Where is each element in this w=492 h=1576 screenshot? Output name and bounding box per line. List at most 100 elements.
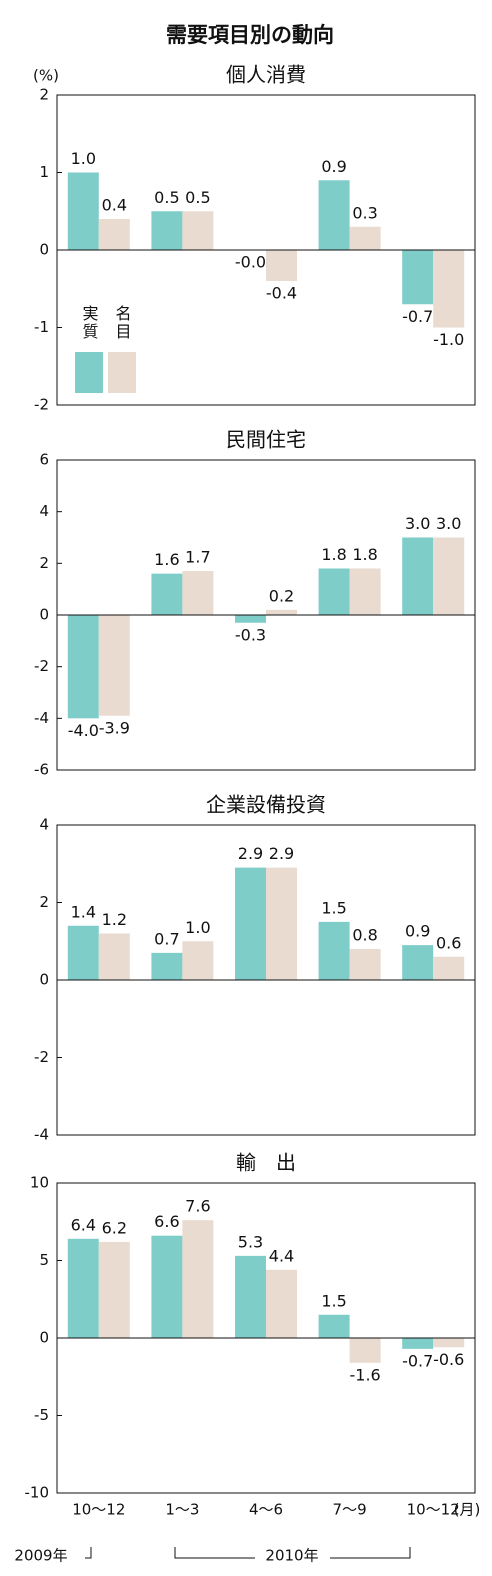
y-tick-label: 6 <box>39 451 49 469</box>
bar <box>98 615 130 716</box>
bar <box>433 1338 465 1348</box>
value-label: 1.8 <box>352 545 377 564</box>
bar <box>67 615 99 719</box>
value-label: -0.7 <box>402 1351 433 1370</box>
y-tick-label: 0 <box>39 1329 49 1347</box>
y-tick-label: 0 <box>39 971 49 989</box>
bar <box>402 537 434 615</box>
value-label: 2.9 <box>238 844 263 863</box>
bar <box>266 1269 297 1338</box>
y-tick-label: 2 <box>39 86 49 104</box>
value-label: 6.2 <box>102 1218 127 1237</box>
bar <box>266 609 297 615</box>
value-label: 2.9 <box>269 844 294 863</box>
bar <box>349 226 381 250</box>
bar <box>266 250 297 281</box>
unit-label: (%) <box>33 67 59 85</box>
value-label: 1.6 <box>154 550 179 569</box>
value-label: 1.7 <box>185 548 210 567</box>
y-tick-label: -10 <box>25 1484 50 1502</box>
value-label: 1.0 <box>71 149 96 168</box>
bar <box>433 956 465 980</box>
bar <box>182 941 214 980</box>
value-label: 0.6 <box>436 933 461 952</box>
value-label: 1.4 <box>71 902 96 921</box>
bar <box>235 1255 266 1338</box>
value-label: 6.4 <box>71 1215 96 1234</box>
value-label: 3.0 <box>436 514 461 533</box>
bar <box>402 250 434 305</box>
y-tick-label: -2 <box>34 657 49 675</box>
value-label: -1.0 <box>433 330 464 349</box>
value-label: 0.9 <box>405 922 430 941</box>
bar <box>151 1235 183 1338</box>
value-label: 5.3 <box>238 1232 263 1251</box>
bar <box>433 537 465 615</box>
bar <box>349 949 381 980</box>
y-tick-label: -5 <box>34 1406 49 1424</box>
bracket <box>174 1547 255 1559</box>
year-label: 2010年 <box>265 1547 318 1565</box>
bar <box>433 250 465 328</box>
panel-title: 個人消費 <box>226 63 306 87</box>
panel-title: 輸 出 <box>236 1151 296 1175</box>
bar <box>182 1220 214 1338</box>
bar <box>402 945 434 980</box>
bar <box>318 180 350 250</box>
y-tick-label: 5 <box>39 1251 49 1269</box>
bar <box>98 933 130 980</box>
value-label: -0.6 <box>433 1350 464 1369</box>
value-label: -4.0 <box>68 721 99 740</box>
bar <box>318 921 350 980</box>
y-tick-label: 0 <box>39 241 49 259</box>
y-tick-label: 1 <box>39 163 49 181</box>
x-tick-label: 10～12 <box>72 1501 125 1519</box>
y-tick-label: 2 <box>39 554 49 572</box>
value-label: 0.4 <box>102 196 127 215</box>
bar <box>182 571 214 615</box>
bar <box>266 867 297 980</box>
x-tick-label: 7～9 <box>333 1501 367 1519</box>
value-label: 6.6 <box>154 1212 179 1231</box>
y-tick-label: 4 <box>39 502 49 520</box>
value-label: -0.7 <box>402 307 433 326</box>
bracket <box>85 1547 92 1559</box>
y-tick-label: 4 <box>39 816 49 834</box>
bar <box>151 573 183 615</box>
value-label: 4.4 <box>269 1246 294 1265</box>
value-label: 0.9 <box>321 157 346 176</box>
year-label: 2009年 <box>14 1547 67 1565</box>
bar <box>318 568 350 615</box>
value-label: 7.6 <box>185 1197 210 1216</box>
y-tick-label: -4 <box>34 1126 49 1144</box>
y-tick-label: -6 <box>34 761 49 779</box>
legend-swatch <box>108 352 136 393</box>
legend-swatch <box>75 352 103 393</box>
bar <box>182 211 214 250</box>
value-label: 0.5 <box>185 188 210 207</box>
bar <box>349 1338 381 1363</box>
bar <box>98 1241 130 1338</box>
x-tick-label: 1～3 <box>165 1501 199 1519</box>
x-unit: (月) <box>454 1501 481 1519</box>
y-tick-label: 2 <box>39 893 49 911</box>
bar <box>67 172 99 250</box>
panel-title: 企業設備投資 <box>206 793 326 817</box>
bar <box>349 568 381 615</box>
bar <box>98 219 130 250</box>
value-label: 0.8 <box>352 926 377 945</box>
bar <box>235 615 266 623</box>
value-label: 0.5 <box>154 188 179 207</box>
value-label: -0.4 <box>266 284 297 303</box>
legend-label: 名目 <box>113 305 132 341</box>
value-label: 1.8 <box>321 545 346 564</box>
y-tick-label: 0 <box>39 606 49 624</box>
year-brackets <box>85 1547 411 1559</box>
bar <box>318 1314 350 1338</box>
value-label: 1.5 <box>321 898 346 917</box>
bracket <box>330 1547 411 1559</box>
value-label: 0.2 <box>269 586 294 605</box>
bar <box>402 1338 434 1349</box>
